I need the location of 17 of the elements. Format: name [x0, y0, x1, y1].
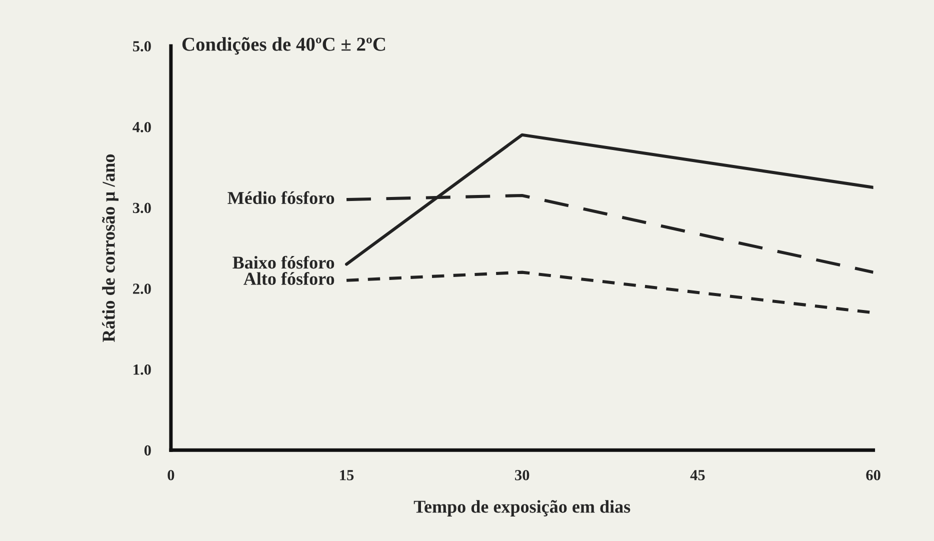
x-tick-label: 30 [515, 470, 530, 480]
y-tick-label: 3.0 [132, 202, 151, 214]
x-tick-label: 45 [690, 470, 705, 480]
chart-title: Condições de 40ºC ± 2ºC [182, 37, 385, 55]
x-axis-title: Tempo de exposição em dias [414, 500, 630, 516]
x-tick-label: 15 [340, 470, 354, 480]
y-tick-label: 0 [144, 445, 151, 456]
series-label: Alto fósforo [244, 272, 334, 285]
y-tick-label: 4.0 [132, 122, 151, 132]
y-axis-title: Rátio de corrosão µ /ano [102, 154, 118, 342]
x-tick-label: 0 [168, 470, 174, 480]
y-tick-label: 5.0 [132, 41, 151, 52]
series-label: Baixo fósforo [232, 256, 334, 269]
series-label: Médio fósforo [228, 191, 334, 204]
y-tick-label: 2.0 [133, 284, 151, 294]
x-tick-label: 60 [866, 470, 880, 480]
y-tick-label: 1.0 [134, 364, 151, 375]
